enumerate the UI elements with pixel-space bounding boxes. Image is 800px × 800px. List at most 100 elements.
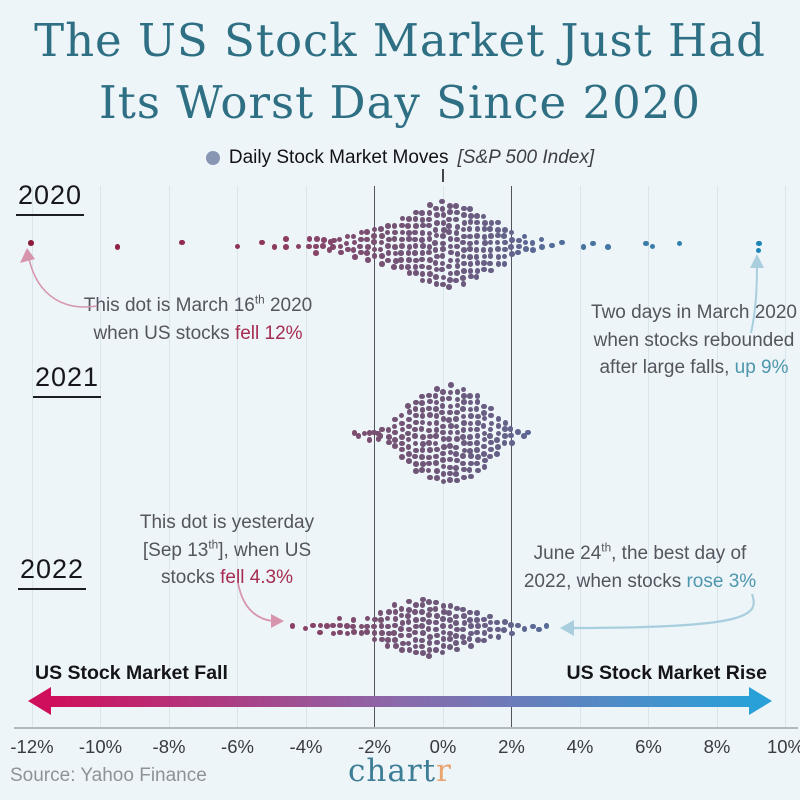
annotation-segment: 2020	[264, 295, 313, 316]
swarm-dot	[426, 454, 433, 461]
swarm-dot	[446, 263, 453, 270]
swarm-dot	[488, 412, 494, 419]
swarm-dot	[440, 463, 447, 470]
swarm-dot	[432, 599, 439, 606]
swarm-dot	[419, 419, 426, 426]
swarm-dot	[427, 412, 433, 419]
axis-tick-label: -2%	[358, 736, 391, 757]
arrow-gradient-shaft	[51, 695, 749, 707]
swarm-dot	[355, 432, 362, 439]
swarm-dot	[406, 458, 412, 464]
swarm-dot	[446, 223, 452, 229]
swarm-dot	[474, 398, 481, 405]
swarm-dot	[453, 633, 459, 639]
swarm-dot	[412, 440, 419, 447]
swarm-dot	[419, 446, 426, 453]
swarm-dot	[399, 620, 406, 626]
title-line-1: The US Stock Market Just Had	[34, 14, 766, 67]
logo-main-text: chart	[348, 753, 437, 789]
swarm-dot	[487, 626, 493, 633]
swarm-dot	[419, 602, 426, 608]
swarm-dot	[649, 243, 656, 250]
swarm-dot	[440, 609, 447, 615]
swarm-dot	[474, 433, 481, 439]
swarm-dot	[426, 653, 432, 659]
swarm-dot	[501, 253, 508, 260]
swarm-dot	[433, 647, 439, 653]
swarm-dot	[521, 433, 527, 439]
swarm-dot	[426, 209, 433, 216]
swarm-dot	[460, 413, 467, 420]
page-title: The US Stock Market Just Had Its Worst D…	[0, 10, 800, 134]
annotation-segment: th	[601, 541, 612, 555]
swarm-dot	[413, 649, 419, 656]
swarm-dot	[440, 603, 447, 609]
swarm-dot	[357, 243, 363, 250]
axis-tick-label: 10%	[766, 736, 800, 757]
swarm-dot	[419, 400, 425, 406]
swarm-dot	[454, 223, 461, 230]
swarm-dot	[392, 416, 399, 423]
arrowhead-sep13	[271, 614, 284, 628]
swarm-dot	[426, 612, 433, 619]
swarm-dot	[508, 243, 514, 250]
swarm-dot	[481, 637, 488, 644]
swarm-dot	[447, 423, 454, 429]
swarm-dot	[676, 240, 683, 247]
annotation-segment: rose 3%	[686, 570, 757, 592]
swarm-dot	[385, 609, 392, 616]
swarm-dot	[427, 270, 433, 277]
swarm-dot	[351, 239, 358, 246]
swarm-dot	[391, 622, 398, 629]
swarm-dot	[487, 619, 494, 626]
swarm-dot	[330, 630, 337, 637]
swarm-dot	[461, 247, 467, 253]
swarm-dot	[454, 626, 461, 633]
swarm-dot	[384, 615, 391, 622]
swarm-dot	[487, 247, 494, 253]
swarm-dot	[439, 198, 445, 205]
swarm-dot	[474, 426, 480, 433]
swarm-dot	[398, 626, 405, 632]
annotation-segment: when US stocks	[93, 322, 235, 344]
swarm-dot	[446, 216, 453, 223]
swarm-dot	[358, 629, 365, 636]
swarm-dot	[439, 396, 446, 402]
swarm-dot	[495, 415, 502, 422]
swarm-dot	[488, 420, 495, 427]
swarm-dot	[385, 236, 392, 243]
swarm-dot	[405, 249, 412, 256]
swarm-dot	[271, 244, 278, 250]
swarm-dot	[481, 225, 488, 232]
swarm-dot	[447, 277, 453, 283]
axis-tick-label: 2%	[498, 736, 525, 757]
swarm-dot	[467, 426, 474, 433]
swarm-dot	[392, 429, 398, 436]
swarm-dot	[453, 423, 460, 430]
swarm-dot	[385, 250, 392, 256]
swarm-dot	[324, 623, 330, 629]
swarm-dot	[481, 630, 488, 636]
swarm-dot	[487, 633, 494, 640]
swarm-dot	[391, 602, 398, 608]
swarm-dot	[420, 222, 427, 229]
swarm-dot	[461, 398, 467, 405]
annotation-segment: This dot is yesterday	[139, 512, 315, 533]
swarm-dot	[419, 237, 425, 243]
swarm-dot	[434, 632, 440, 639]
swarm-dot	[326, 247, 333, 253]
swarm-dot	[467, 617, 474, 623]
swarm-dot	[468, 273, 474, 280]
swarm-dot	[406, 216, 412, 222]
swarm-dot	[447, 636, 453, 642]
swarm-dot	[337, 243, 344, 250]
swarm-dot	[419, 230, 426, 236]
swarm-dot	[487, 239, 494, 246]
swarm-dot	[425, 216, 432, 223]
swarm-dot	[466, 467, 473, 473]
swarm-dot	[433, 626, 440, 633]
swarm-dot	[440, 240, 446, 247]
swarm-dot	[419, 250, 426, 256]
annotation-segment: , the best day of	[611, 543, 747, 564]
swarm-dot	[426, 230, 433, 237]
